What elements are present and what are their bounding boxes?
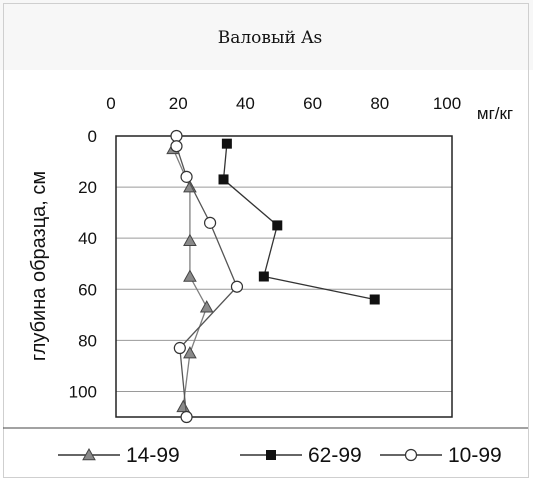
marker-square: [266, 450, 276, 460]
y-tick-label: 80: [78, 331, 97, 350]
marker-square: [258, 271, 269, 282]
y-tick-label: 100: [69, 382, 97, 401]
y-tick-label: 20: [78, 178, 97, 197]
marker-triangle: [82, 447, 96, 461]
marker-triangle: [183, 233, 197, 247]
x-tick-label: 20: [169, 94, 188, 113]
marker-circle: [230, 280, 244, 293]
marker-circle: [170, 140, 183, 153]
y-tick-label: 40: [78, 229, 97, 248]
marker-circle: [203, 216, 217, 229]
marker-circle: [180, 410, 193, 424]
y-axis-label: глубина образца, см: [28, 171, 50, 361]
marker-square: [218, 174, 229, 185]
series-10-99: [170, 129, 244, 424]
marker-circle: [173, 341, 186, 355]
x-tick-label: 80: [370, 94, 389, 113]
x-tick-label: 60: [303, 94, 322, 113]
marker-triangle: [183, 269, 197, 282]
y-tick-label: 0: [88, 127, 97, 146]
marker-triangle: [183, 346, 197, 359]
legend-label: 14-99: [126, 444, 180, 467]
marker-circle: [170, 129, 183, 143]
marker-circle: [404, 448, 418, 462]
series-line: [222, 143, 375, 301]
x-tick-label: 0: [106, 94, 115, 113]
chart-title: Валовый As: [218, 28, 323, 48]
title-band: [0, 0, 533, 70]
plot-area: [115, 135, 453, 418]
marker-circle: [180, 170, 193, 183]
marker-square: [272, 220, 283, 231]
grid-layer: [116, 186, 452, 392]
x-tick-label: 100: [433, 94, 461, 113]
legend-item: 14-99: [58, 444, 180, 467]
legend-label: 10-99: [448, 444, 502, 467]
marker-triangle: [199, 300, 214, 313]
unit-label: мг/кг: [477, 104, 513, 123]
legend-label: 62-99: [308, 444, 362, 467]
x-tick-label: 40: [236, 94, 255, 113]
y-tick-label: 60: [78, 280, 97, 299]
series-layer: [166, 129, 380, 424]
tick-layer: 0 20 40 60 80 100 0 20 40 60 80 100: [69, 94, 462, 401]
chart-outer-border: [3, 3, 529, 478]
marker-square: [369, 294, 380, 305]
series-62-99: [218, 138, 380, 305]
marker-triangle: [176, 399, 191, 413]
legend-item: 62-99: [240, 444, 362, 467]
marker-square: [221, 138, 232, 149]
legend-item: 10-99: [380, 444, 502, 467]
legend: 14-99 62-99 10-99: [58, 444, 502, 467]
